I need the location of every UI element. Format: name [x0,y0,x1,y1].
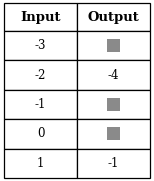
Text: 0: 0 [37,127,44,140]
Bar [4,90,77,119]
Bar [77,3,150,31]
Bar [77,119,150,149]
Text: -3: -3 [35,39,46,52]
Bar [4,60,77,90]
Text: 1: 1 [37,157,44,170]
Text: -1: -1 [35,98,46,111]
Text: -2: -2 [35,69,46,82]
Text: -1: -1 [108,157,119,170]
Bar [4,149,77,178]
Bar [77,31,150,60]
Bar [4,3,77,31]
Bar [77,149,150,178]
Bar [4,119,77,149]
Bar [77,60,150,90]
Text: Input: Input [20,10,61,24]
Text: -4: -4 [108,69,119,82]
Text: Output: Output [88,10,139,24]
Bar [107,39,120,52]
Bar [77,90,150,119]
Bar [107,98,120,111]
Bar [4,31,77,60]
Bar [107,127,120,140]
